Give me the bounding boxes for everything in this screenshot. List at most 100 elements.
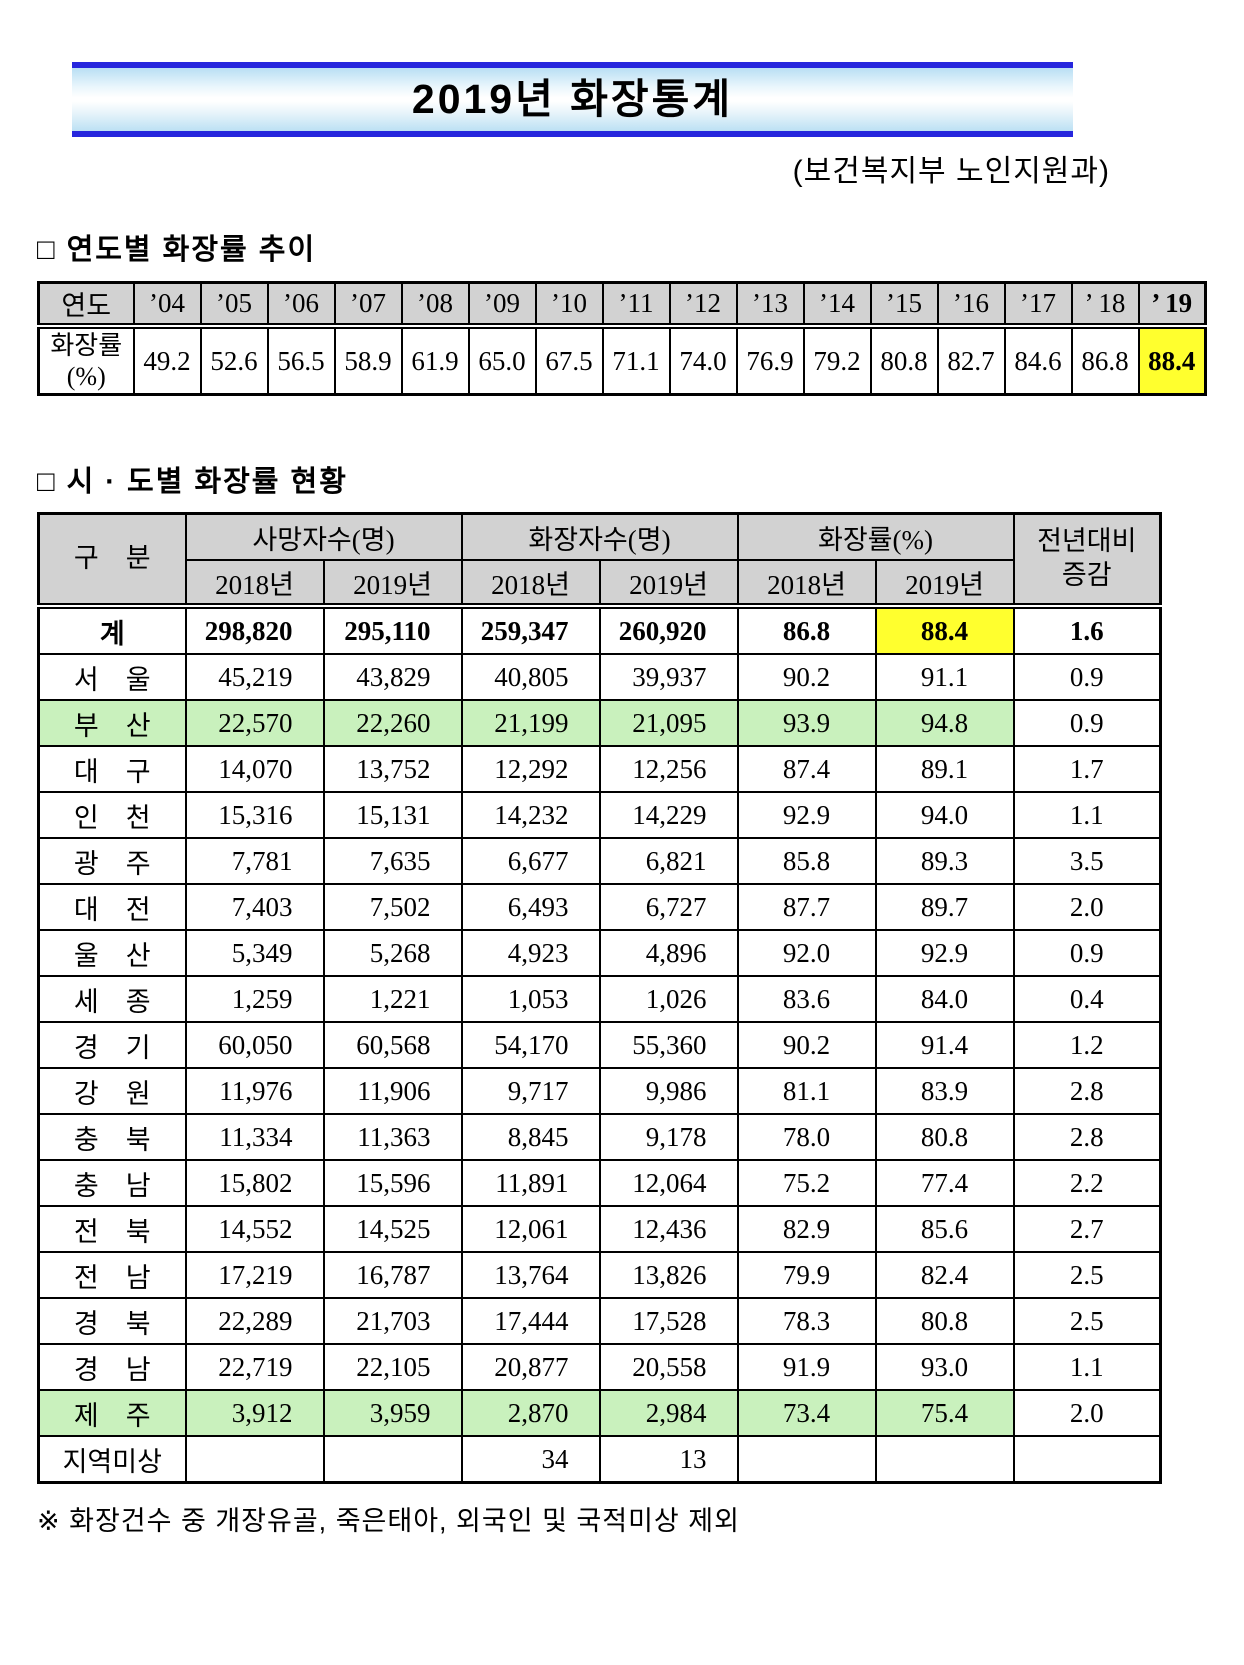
value-cell: 3.5 <box>1012 837 1162 885</box>
year-header-cell: ’ 19 <box>1137 281 1207 329</box>
value-cell: 85.6 <box>874 1205 1015 1253</box>
year-subheader-cell: 2019년 <box>874 559 1015 609</box>
value-cell: 86.8 <box>736 605 877 655</box>
value-cell: 7,502 <box>322 883 463 931</box>
value-cell: 14,229 <box>598 791 739 839</box>
year-header-cell: ’13 <box>735 281 805 329</box>
value-cell: 6,821 <box>598 837 739 885</box>
rate-value-cell: 52.6 <box>199 325 269 396</box>
rate-value-cell: 80.8 <box>869 325 939 396</box>
subtitle-department: (보건복지부 노인지원과) <box>792 155 1110 188</box>
value-cell: 89.7 <box>874 883 1015 931</box>
year-header-cell: ’15 <box>869 281 939 329</box>
value-cell: 89.3 <box>874 837 1015 885</box>
region-name-cell: 경 북 <box>37 1297 187 1345</box>
value-cell: 1.7 <box>1012 745 1162 793</box>
value-cell: 81.1 <box>736 1067 877 1115</box>
value-cell: 2,870 <box>460 1389 601 1437</box>
rate-value-cell: 74.0 <box>668 325 738 396</box>
year-subheader-cell: 2018년 <box>460 559 601 609</box>
value-cell: 13,826 <box>598 1251 739 1299</box>
value-cell: 11,363 <box>322 1113 463 1161</box>
regional-cremation-table: 구 분 사망자수(명) 화장자수(명) 화장률(%) 전년대비 증감 2018년 2019년… <box>37 512 1162 1484</box>
value-cell: 94.0 <box>874 791 1015 839</box>
region-name-cell: 광 주 <box>37 837 187 885</box>
region-name-cell: 제 주 <box>37 1389 187 1437</box>
region-name-cell: 충 남 <box>37 1159 187 1207</box>
value-cell <box>736 1435 877 1484</box>
rate-value-cell: 61.9 <box>400 325 470 396</box>
value-cell: 4,923 <box>460 929 601 977</box>
section1-heading: □ 연도별 화장률 추이 <box>37 234 317 266</box>
value-cell: 79.9 <box>736 1251 877 1299</box>
value-cell: 6,493 <box>460 883 601 931</box>
value-cell: 2.2 <box>1012 1159 1162 1207</box>
value-cell: 89.1 <box>874 745 1015 793</box>
value-cell: 17,444 <box>460 1297 601 1345</box>
value-cell: 12,064 <box>598 1159 739 1207</box>
region-name-cell: 계 <box>37 605 187 655</box>
rate-value-cell: 84.6 <box>1003 325 1073 396</box>
value-cell: 91.9 <box>736 1343 877 1391</box>
value-cell: 91.1 <box>874 653 1015 701</box>
value-cell: 6,727 <box>598 883 739 931</box>
value-cell: 78.0 <box>736 1113 877 1161</box>
value-cell: 78.3 <box>736 1297 877 1345</box>
value-cell: 45,219 <box>184 653 325 701</box>
section2-heading: □ 시 · 도별 화장률 현황 <box>37 466 348 498</box>
yearly-cremation-rate-table: 연도 ’04’05’06’07’08’09’10’11’12’13’14’15’1… <box>37 281 1207 396</box>
year-header-cell: ’14 <box>802 281 872 329</box>
value-cell: 0.9 <box>1012 929 1162 977</box>
value-cell: 92.9 <box>736 791 877 839</box>
rate-value-cell: 49.2 <box>132 325 202 396</box>
value-cell: 15,316 <box>184 791 325 839</box>
year-header-cell: ’10 <box>534 281 604 329</box>
rate-value-cell: 88.4 <box>1137 325 1207 396</box>
value-cell: 2.7 <box>1012 1205 1162 1253</box>
page-title: 2019년 화장통계 <box>411 76 734 122</box>
value-cell: 2.8 <box>1012 1113 1162 1161</box>
rate-value-cell: 79.2 <box>802 325 872 396</box>
value-cell: 17,219 <box>184 1251 325 1299</box>
value-cell: 14,552 <box>184 1205 325 1253</box>
value-cell: 92.0 <box>736 929 877 977</box>
value-cell: 6,677 <box>460 837 601 885</box>
value-cell: 77.4 <box>874 1159 1015 1207</box>
value-cell: 87.7 <box>736 883 877 931</box>
year-header-cell: ’16 <box>936 281 1006 329</box>
value-cell: 93.9 <box>736 699 877 747</box>
year-header-cell: ’06 <box>266 281 336 329</box>
title-banner: 2019년 화장통계 <box>72 62 1073 137</box>
value-cell: 7,635 <box>322 837 463 885</box>
group-header-cell: 사망자수(명) <box>184 512 463 561</box>
value-cell: 2.5 <box>1012 1251 1162 1299</box>
value-cell: 43,829 <box>322 653 463 701</box>
value-cell: 260,920 <box>598 605 739 655</box>
value-cell: 75.4 <box>874 1389 1015 1437</box>
value-cell: 82.4 <box>874 1251 1015 1299</box>
value-cell: 3,959 <box>322 1389 463 1437</box>
year-row-header: 연도 <box>37 281 135 329</box>
value-cell: 1,259 <box>184 975 325 1023</box>
value-cell: 60,568 <box>322 1021 463 1069</box>
value-cell: 8,845 <box>460 1113 601 1161</box>
year-header-cell: ’11 <box>601 281 671 329</box>
value-cell: 22,719 <box>184 1343 325 1391</box>
value-cell: 2.5 <box>1012 1297 1162 1345</box>
value-cell: 3,912 <box>184 1389 325 1437</box>
value-cell: 82.9 <box>736 1205 877 1253</box>
value-cell: 21,703 <box>322 1297 463 1345</box>
rate-value-cell: 76.9 <box>735 325 805 396</box>
region-name-cell: 강 원 <box>37 1067 187 1115</box>
value-cell: 85.8 <box>736 837 877 885</box>
value-cell: 21,199 <box>460 699 601 747</box>
value-cell: 55,360 <box>598 1021 739 1069</box>
value-cell: 259,347 <box>460 605 601 655</box>
region-name-cell: 전 남 <box>37 1251 187 1299</box>
value-cell: 20,558 <box>598 1343 739 1391</box>
value-cell: 1,053 <box>460 975 601 1023</box>
region-name-cell: 전 북 <box>37 1205 187 1253</box>
value-cell: 1.6 <box>1012 605 1162 655</box>
value-cell: 2.0 <box>1012 1389 1162 1437</box>
value-cell: 90.2 <box>736 653 877 701</box>
